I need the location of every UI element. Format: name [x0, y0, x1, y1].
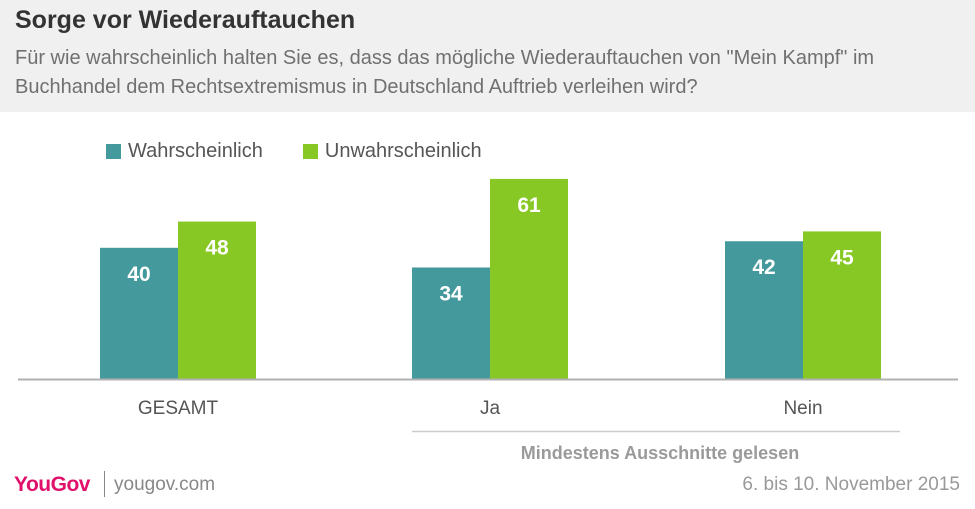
footer-site-link[interactable]: yougov.com: [114, 474, 216, 495]
legend-label-unwahrscheinlich: Unwahrscheinlich: [324, 140, 482, 162]
bar-ja-series-2: [490, 178, 568, 379]
group-label: Mindestens Ausschnitte gelesen: [521, 443, 799, 463]
legend-label-wahrscheinlich: Wahrscheinlich: [128, 140, 263, 162]
value-label-gesamt-series-2: 48: [205, 237, 229, 260]
chart-title: Sorge vor Wiederauftauchen: [15, 6, 356, 34]
bar-nein-series-1: [725, 241, 803, 379]
legend-swatch-unwahrscheinlich: [302, 144, 318, 159]
bar-gesamt-series-1: [100, 247, 178, 379]
value-label-ja-series-1: 34: [439, 282, 463, 305]
value-label-gesamt-series-1: 40: [127, 263, 150, 286]
bar-ja-series-1: [412, 267, 490, 379]
legend-item-unwahrscheinlich: Unwahrscheinlich: [302, 140, 482, 163]
yougov-logo: YouGov: [14, 473, 90, 496]
bar-gesamt-series-2: [178, 221, 256, 379]
header-panel: Sorge vor Wiederauftauchen Für wie wahrs…: [0, 0, 975, 112]
bar-nein-series-2: [803, 231, 881, 379]
footer-date: 6. bis 10. November 2015: [742, 474, 960, 495]
footer-divider: [104, 471, 105, 497]
value-label-ja-series-2: 61: [517, 194, 541, 217]
legend-item-wahrscheinlich: Wahrscheinlich: [106, 140, 263, 163]
category-label-nein: Nein: [783, 398, 822, 419]
value-label-nein-series-1: 42: [752, 256, 775, 279]
category-label-gesamt: GESAMT: [138, 398, 219, 419]
chart-subtitle: Für wie wahrscheinlich halten Sie es, da…: [15, 47, 875, 98]
value-label-nein-series-2: 45: [830, 246, 854, 269]
category-label-ja: Ja: [480, 398, 501, 419]
legend: Wahrscheinlich Unwahrscheinlich: [106, 140, 522, 163]
legend-swatch-wahrscheinlich: [106, 144, 121, 159]
